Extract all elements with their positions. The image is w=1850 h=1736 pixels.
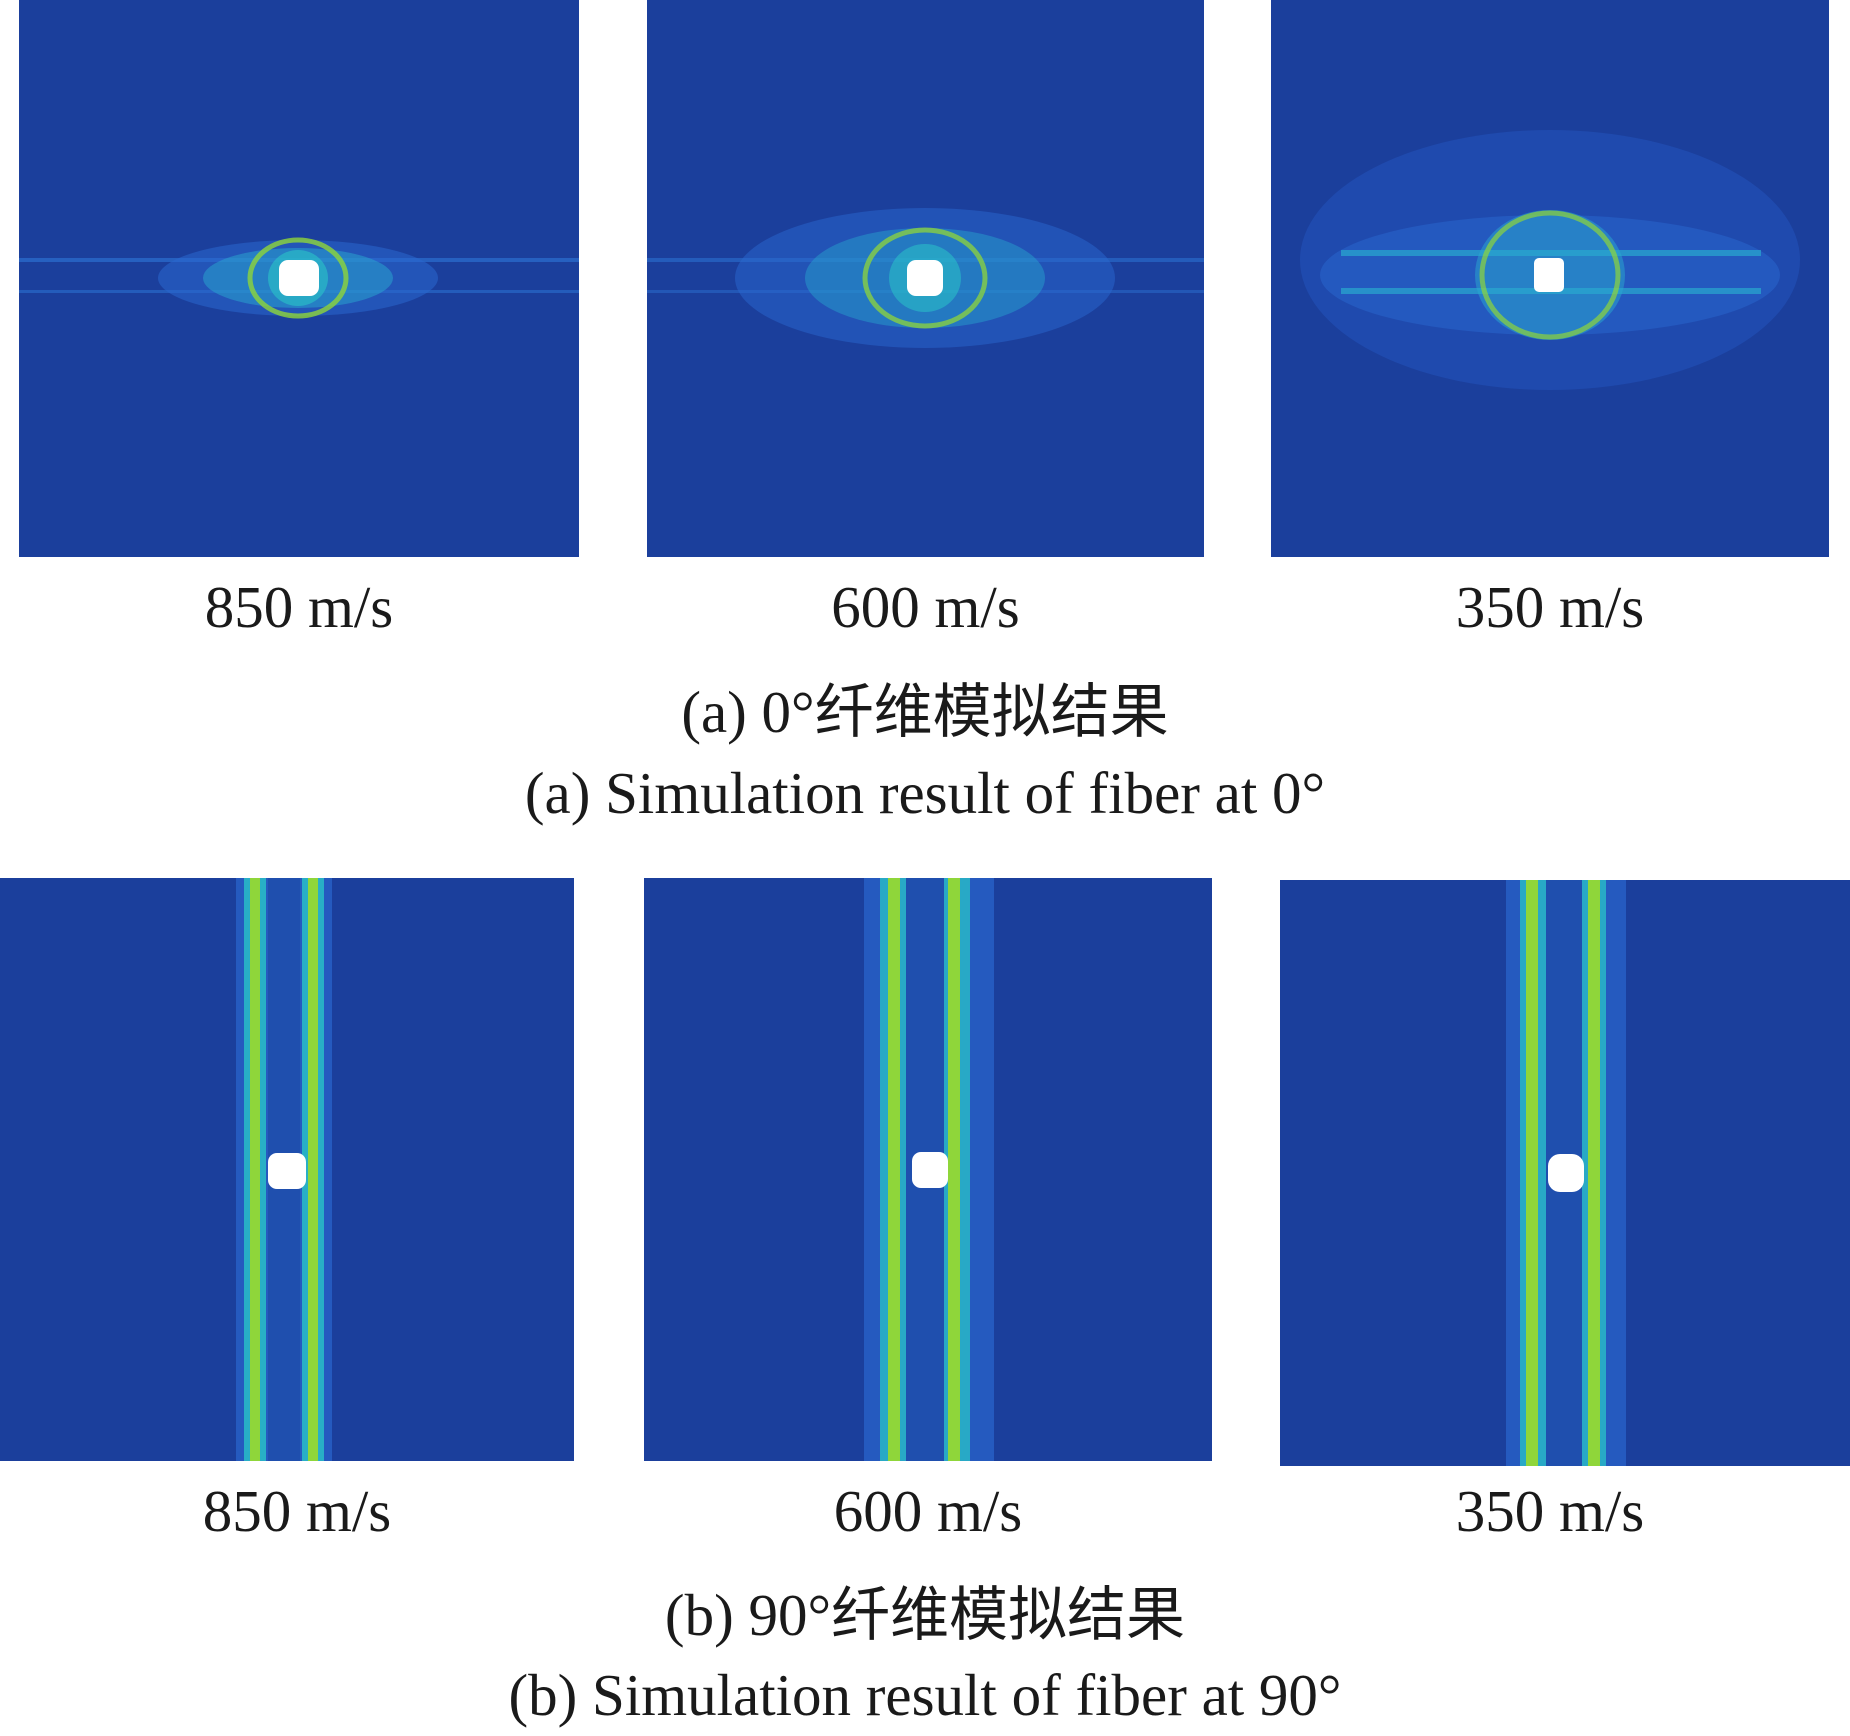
speed-label-0deg-850: 850 m/s [204,574,394,640]
caption-a-chinese: (a) 0°纤维模拟结果 [681,679,1169,745]
speed-label-0deg-350: 350 m/s [1455,574,1645,640]
speed-label-0deg-600: 600 m/s [831,574,1020,640]
caption-b-chinese: (b) 90°纤维模拟结果 [664,1582,1186,1648]
simulation-panel-0deg-850 [19,0,579,557]
simulation-panel-90deg-850 [0,878,574,1461]
damage-contour-90deg-350 [1280,880,1850,1466]
damage-contour-90deg-850 [0,878,574,1461]
damage-contour-0deg-350 [1271,0,1829,557]
caption-b-english: (b) Simulation result of fiber at 90° [508,1662,1342,1728]
damage-contour-90deg-600 [644,878,1212,1461]
caption-a-english: (a) Simulation result of fiber at 0° [524,760,1326,826]
damage-contour-0deg-600 [647,0,1204,557]
speed-label-90deg-600: 600 m/s [833,1478,1023,1544]
simulation-panel-90deg-350 [1280,880,1850,1466]
speed-label-90deg-850: 850 m/s [202,1478,392,1544]
damage-contour-0deg-850 [19,0,579,557]
simulation-panel-90deg-600 [644,878,1212,1461]
speed-label-90deg-350: 350 m/s [1455,1478,1645,1544]
simulation-panel-0deg-350 [1271,0,1829,557]
simulation-panel-0deg-600 [647,0,1204,557]
